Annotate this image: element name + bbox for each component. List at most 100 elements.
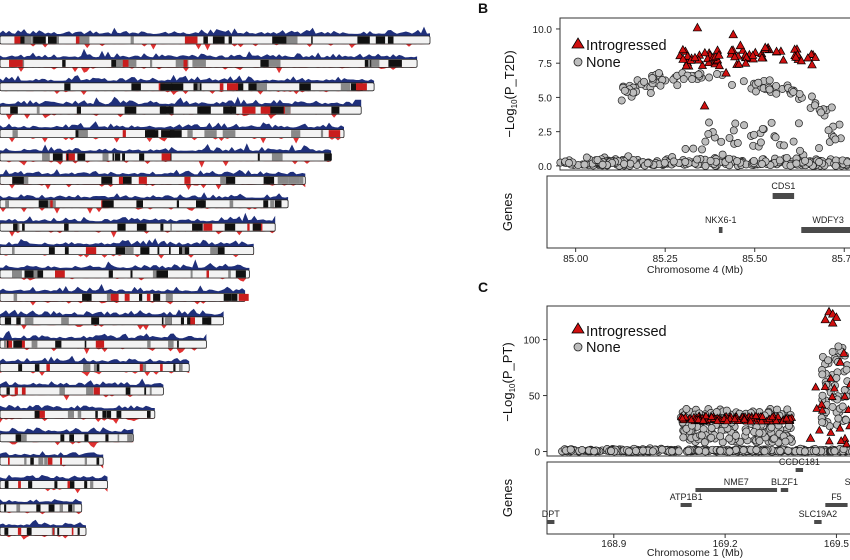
cytoband xyxy=(264,106,272,114)
none-point xyxy=(767,118,776,127)
panel-b-x-axis-label: Chromosome 4 (Mb) xyxy=(647,264,743,276)
introgressed-point xyxy=(807,59,817,69)
introgressed-point xyxy=(681,60,691,70)
cytoband xyxy=(106,410,112,418)
none-point xyxy=(733,139,742,147)
cytoband xyxy=(170,130,182,138)
cytoband xyxy=(78,130,88,138)
chromosome-row xyxy=(0,427,134,448)
cytoband xyxy=(138,176,147,184)
cytoband xyxy=(84,481,88,489)
gene-name: BLZF1 xyxy=(771,477,798,487)
cytoband xyxy=(36,504,41,512)
cytoband xyxy=(13,340,22,348)
none-point xyxy=(765,85,774,94)
cytoband xyxy=(263,200,269,208)
cytoband xyxy=(275,200,282,208)
cytoband xyxy=(170,223,172,231)
cytoband xyxy=(57,527,60,535)
introgression-density-red xyxy=(0,324,224,331)
panel-b-y-axis-label: −Log10(P_T2D) xyxy=(502,50,519,137)
chromosome-row xyxy=(0,169,306,190)
none-point xyxy=(717,137,726,146)
none-point xyxy=(842,365,850,374)
cytoband xyxy=(65,153,75,161)
legend-none-marker xyxy=(573,57,583,67)
none-point xyxy=(580,160,589,169)
cytoband xyxy=(227,83,239,91)
cytoband xyxy=(159,270,168,278)
cytoband xyxy=(149,387,152,395)
cytoband xyxy=(105,434,109,442)
cytoband xyxy=(24,270,34,278)
cytoband xyxy=(299,83,311,91)
none-point xyxy=(800,447,809,456)
none-point xyxy=(815,144,823,153)
panel-c-y-axis-label: −Log10(P_PT) xyxy=(500,342,517,421)
y-tick-label: 50 xyxy=(529,392,541,403)
none-point xyxy=(681,145,690,153)
none-point xyxy=(810,101,819,110)
none-point xyxy=(729,126,738,135)
introgressed-point xyxy=(687,415,696,423)
cytoband xyxy=(136,200,143,208)
cytoband xyxy=(4,481,9,489)
cytoband xyxy=(203,223,213,231)
none-point xyxy=(701,137,710,146)
cytoband xyxy=(189,317,195,325)
introgressed-point xyxy=(690,52,700,62)
none-point xyxy=(834,414,843,423)
legend-none-label: None xyxy=(586,55,621,71)
cytoband xyxy=(131,59,137,67)
introgressed-point xyxy=(835,423,845,432)
introgressed-point xyxy=(740,415,749,423)
cytoband xyxy=(4,340,6,348)
panel-b-genes-label: Genes xyxy=(500,192,515,231)
none-point xyxy=(656,81,665,90)
chromosome-row xyxy=(0,121,345,144)
cytoband xyxy=(179,364,183,372)
introgressed-point xyxy=(840,391,850,400)
introgressed-point xyxy=(751,411,761,420)
introgressed-point xyxy=(701,411,711,420)
gene-name: NME7 xyxy=(724,477,749,487)
cytoband xyxy=(238,293,249,301)
none-point xyxy=(843,158,850,167)
cytoband xyxy=(228,270,231,278)
cytoband xyxy=(203,36,208,44)
chromosome-row xyxy=(0,474,108,494)
cytoband xyxy=(216,247,225,255)
introgressed-point xyxy=(730,51,740,61)
y-tick-label: 0 xyxy=(534,448,540,459)
cytoband xyxy=(47,457,53,465)
introgressed-point xyxy=(700,47,710,57)
introgression-density-blue xyxy=(0,498,82,504)
cytoband xyxy=(117,223,126,231)
y-tick-label: 100 xyxy=(523,336,540,347)
panel-c-points xyxy=(558,306,850,456)
cytoband xyxy=(125,387,131,395)
cytoband xyxy=(212,36,225,44)
introgressed-point xyxy=(811,382,821,391)
introgression-density-blue xyxy=(0,330,207,341)
gene-name: ATP1B1 xyxy=(670,492,703,502)
cytoband xyxy=(164,317,172,325)
introgressed-point xyxy=(741,58,751,67)
cytoband xyxy=(184,176,191,184)
none-point xyxy=(667,447,676,456)
introgression-density-blue xyxy=(0,192,289,200)
gene-bar xyxy=(695,488,778,492)
cytoband xyxy=(210,247,218,255)
cytoband xyxy=(54,481,58,489)
none-point xyxy=(838,402,847,411)
none-point xyxy=(590,447,599,456)
none-point xyxy=(695,446,703,455)
cytoband xyxy=(30,457,34,465)
none-point xyxy=(725,434,734,443)
none-point xyxy=(818,391,827,400)
gene-name: NKX6-1 xyxy=(705,215,737,225)
introgression-density-blue xyxy=(0,74,375,83)
none-point xyxy=(617,96,626,105)
chromosome-body xyxy=(0,527,87,536)
panel-c-genes-frame xyxy=(546,461,850,535)
